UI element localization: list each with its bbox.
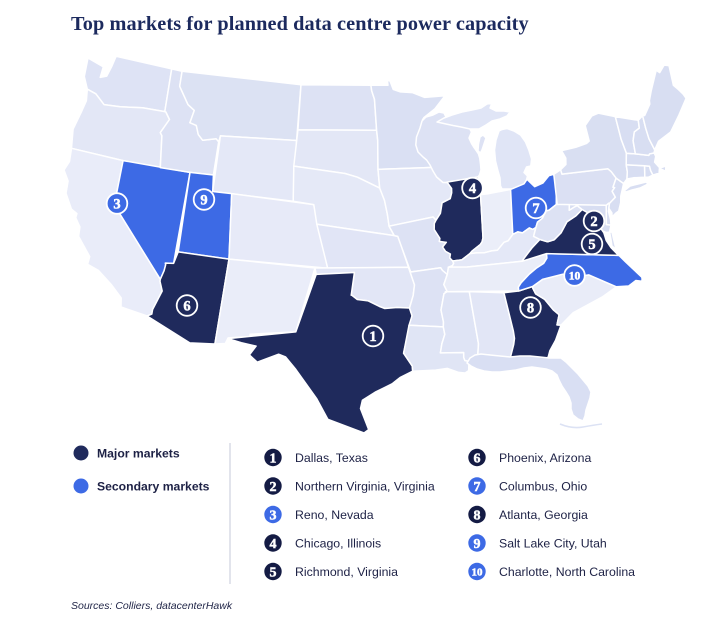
svg-text:4: 4	[270, 537, 277, 552]
svg-text:Reno, Nevada: Reno, Nevada	[295, 508, 374, 522]
svg-text:Phoenix, Arizona: Phoenix, Arizona	[499, 451, 591, 465]
svg-text:Columbus, Ohio: Columbus, Ohio	[499, 479, 587, 493]
svg-text:Chicago, Illinois: Chicago, Illinois	[295, 536, 381, 550]
svg-text:7: 7	[474, 480, 481, 495]
svg-text:1: 1	[270, 451, 277, 466]
svg-text:5: 5	[588, 237, 595, 253]
svg-text:Secondary markets: Secondary markets	[97, 479, 210, 493]
svg-text:4: 4	[469, 181, 476, 197]
svg-text:7: 7	[532, 201, 539, 217]
svg-text:9: 9	[474, 537, 481, 552]
svg-text:1: 1	[369, 329, 376, 345]
svg-text:Major markets: Major markets	[97, 446, 180, 460]
svg-text:5: 5	[270, 565, 277, 580]
svg-text:6: 6	[183, 299, 190, 315]
svg-text:Charlotte, North Carolina: Charlotte, North Carolina	[499, 565, 635, 579]
svg-text:Dallas, Texas: Dallas, Texas	[295, 451, 368, 465]
svg-text:2: 2	[270, 480, 277, 495]
svg-text:3: 3	[270, 508, 277, 523]
svg-text:Richmond, Virginia: Richmond, Virginia	[295, 565, 398, 579]
svg-text:2: 2	[590, 214, 597, 230]
svg-text:8: 8	[527, 301, 534, 317]
svg-text:Northern Virginia, Virginia: Northern Virginia, Virginia	[295, 479, 435, 493]
svg-text:6: 6	[474, 451, 481, 466]
svg-text:10: 10	[472, 566, 484, 578]
svg-text:Atlanta, Georgia: Atlanta, Georgia	[499, 508, 588, 522]
svg-text:Salt Lake City, Utah: Salt Lake City, Utah	[499, 536, 607, 550]
svg-text:9: 9	[200, 193, 207, 209]
svg-text:8: 8	[474, 508, 481, 523]
svg-text:3: 3	[113, 197, 120, 213]
svg-text:10: 10	[569, 271, 581, 283]
